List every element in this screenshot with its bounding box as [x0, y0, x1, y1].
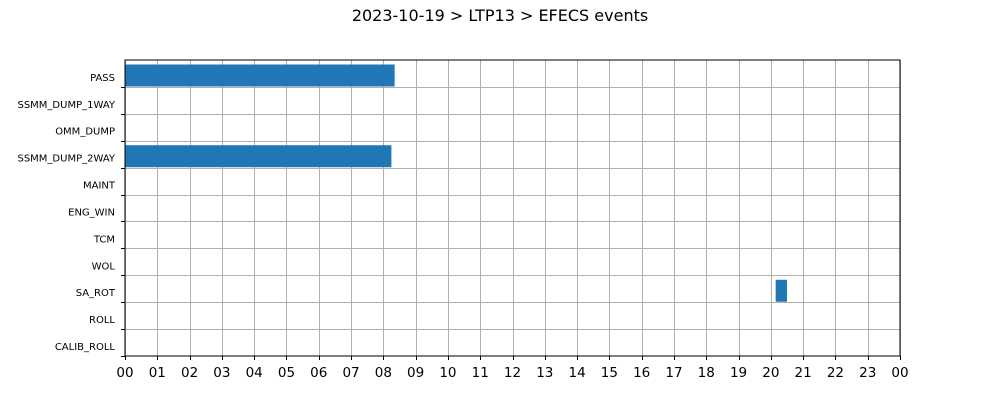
y-tick-label: SA_ROT [76, 288, 116, 299]
event-bar [125, 64, 395, 87]
y-tick-label: WOL [92, 261, 116, 272]
x-tick-label: 20 [762, 365, 779, 381]
y-tick-label: CALIB_ROLL [55, 342, 116, 353]
x-tick-label: 04 [246, 365, 263, 381]
event-bars [125, 64, 787, 302]
x-tick-label: 19 [730, 365, 747, 381]
x-tick-label: 16 [633, 365, 650, 381]
x-tick-label: 10 [439, 365, 456, 381]
x-tick-label: 05 [278, 365, 295, 381]
x-tick-label: 18 [698, 365, 715, 381]
y-tick-label: OMM_DUMP [55, 127, 115, 138]
y-tick-label: MAINT [83, 181, 116, 192]
x-tick-label: 00 [116, 365, 133, 381]
x-tick-label: 21 [795, 365, 812, 381]
x-tick-label: 08 [375, 365, 392, 381]
x-tick-label: 15 [601, 365, 618, 381]
y-tick-label: SSMM_DUMP_2WAY [17, 154, 115, 165]
grid [125, 60, 901, 356]
y-tick-label: PASS [90, 73, 115, 84]
y-tick-label: ENG_WIN [68, 207, 115, 218]
x-tick-label: 09 [407, 365, 424, 381]
y-tick-label: ROLL [89, 315, 115, 326]
chart-title: 2023-10-19 > LTP13 > EFECS events [351, 6, 649, 25]
x-tick-label: 07 [342, 365, 359, 381]
plot-frame [124, 59, 901, 357]
x-tick-label: 12 [504, 365, 521, 381]
x-tick-label: 13 [536, 365, 553, 381]
x-tick-label: 03 [213, 365, 230, 381]
x-tick-label: 22 [827, 365, 844, 381]
event-bar [125, 145, 392, 168]
x-tick-label: 11 [472, 365, 489, 381]
x-tick-label: 02 [181, 365, 198, 381]
x-tick-label: 06 [310, 365, 327, 381]
x-tick-label: 17 [665, 365, 682, 381]
x-axis: 00 01 02 03 04 05 06 07 08 09 10 11 12 13 14 15 16 17 18 19… [116, 356, 909, 381]
x-tick-label: 23 [859, 365, 876, 381]
y-tick-label: SSMM_DUMP_1WAY [17, 100, 115, 111]
event-bar [775, 279, 787, 302]
x-tick-label: 00 [891, 365, 908, 381]
x-tick-label: 14 [568, 365, 585, 381]
x-tick-label: 01 [149, 365, 166, 381]
y-axis: PASS SSMM_DUMP_1WAY OMM_DUMP SSMM_DUMP_2WAY… [17, 73, 125, 357]
y-tick-label: TCM [93, 234, 115, 245]
